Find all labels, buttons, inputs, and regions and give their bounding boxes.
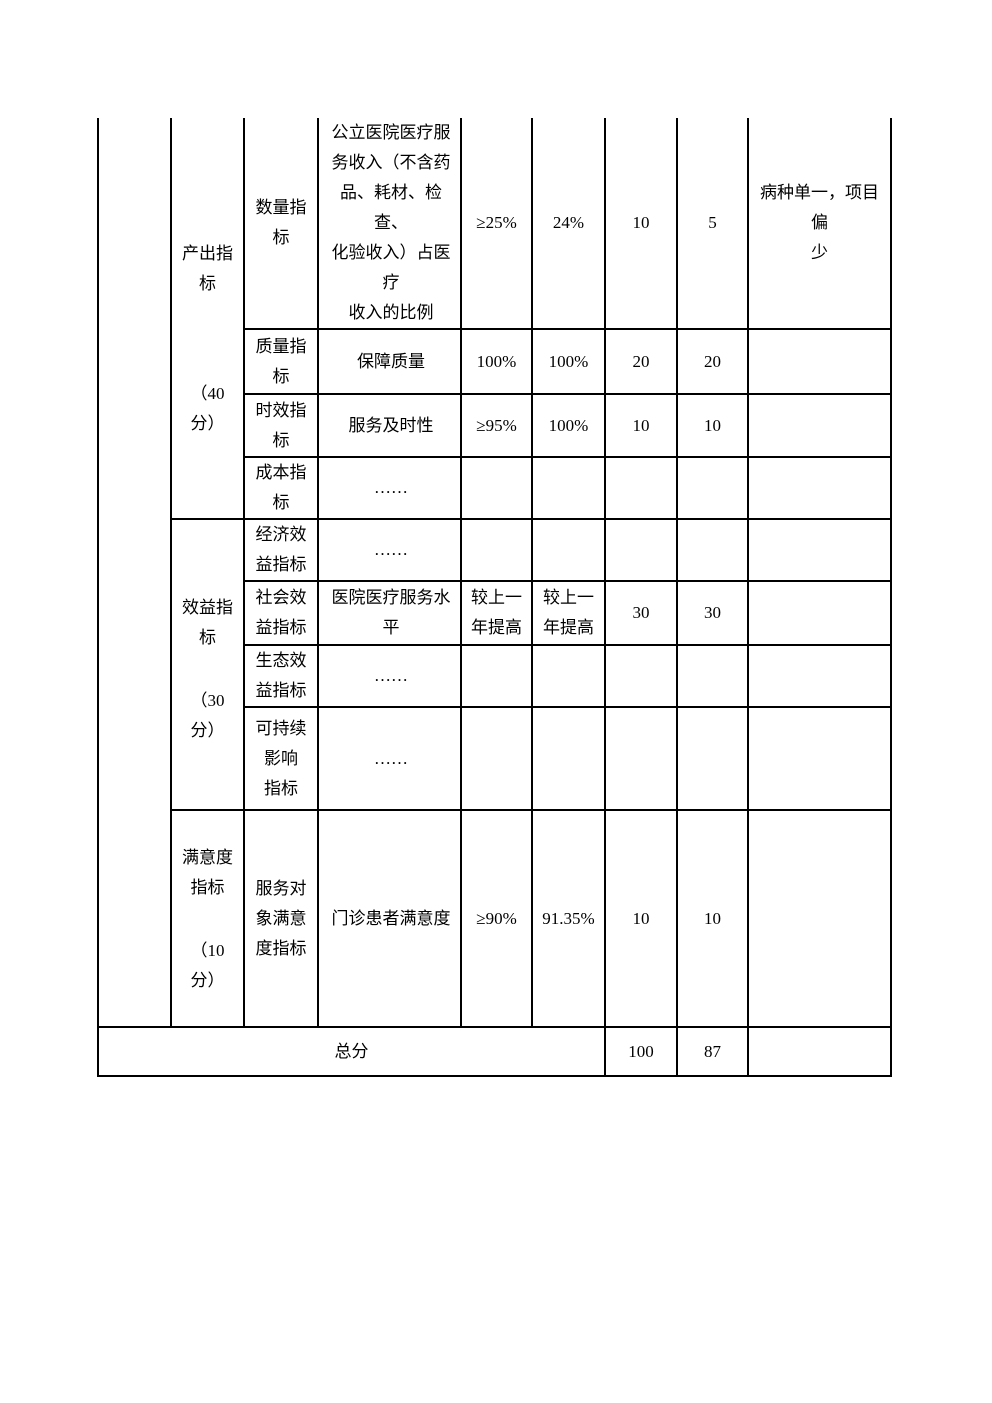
score-ecological-benefit bbox=[676, 644, 749, 708]
actual-value-social-benefit: 较上一 年提高 bbox=[531, 580, 606, 646]
category-label-output: 产出指 标 bbox=[182, 244, 233, 293]
score-quality: 20 bbox=[676, 328, 749, 395]
indicator-text-quantity: 公立医院医疗服 务收入（不含药 品、耗材、检查、 化验收入）占医疗 收入的比例 bbox=[317, 118, 462, 330]
note-ecological-benefit bbox=[747, 644, 892, 708]
indicator-text-cost: …… bbox=[317, 456, 462, 520]
row-ecological-benefit: 生态效 益指标 …… bbox=[98, 644, 892, 708]
target-value-satisfaction: ≥90% bbox=[460, 809, 533, 1028]
actual-value-cost bbox=[531, 456, 606, 520]
sub-indicator-satisfaction: 服务对 象满意 度指标 bbox=[243, 809, 319, 1028]
target-value-sustainable-impact bbox=[460, 706, 533, 811]
total-weight-cell: 100 bbox=[604, 1026, 678, 1077]
indicator-text-satisfaction: 门诊患者满意度 bbox=[317, 809, 462, 1028]
sub-indicator-quantity: 数量指 标 bbox=[243, 118, 319, 330]
note-quantity: 病种单一，项目偏 少 bbox=[747, 118, 892, 330]
indicator-text-sustainable-impact: …… bbox=[317, 706, 462, 811]
actual-value-quality: 100% bbox=[531, 328, 606, 395]
indicator-text-quality: 保障质量 bbox=[317, 328, 462, 395]
category-label-benefit: 效益指 标 bbox=[182, 597, 233, 647]
sub-indicator-timeliness: 时效指 标 bbox=[243, 393, 319, 458]
note-cost bbox=[747, 456, 892, 520]
total-label-cell: 总分 bbox=[97, 1026, 606, 1077]
note-economic-benefit bbox=[747, 518, 892, 582]
target-value-ecological-benefit bbox=[460, 644, 533, 708]
note-quality bbox=[747, 328, 892, 395]
row-cost-indicator: 成本指 标 …… bbox=[98, 456, 892, 520]
total-score-cell: 87 bbox=[676, 1026, 749, 1077]
actual-value-economic-benefit bbox=[531, 518, 606, 582]
note-sustainable-impact bbox=[747, 706, 892, 811]
actual-value-sustainable-impact bbox=[531, 706, 606, 811]
weight-quantity: 10 bbox=[604, 118, 678, 330]
score-cost bbox=[676, 456, 749, 520]
target-value-quality: 100% bbox=[460, 328, 533, 395]
sub-indicator-sustainable-impact: 可持续 影响 指标 bbox=[243, 706, 319, 811]
weight-ecological-benefit bbox=[604, 644, 678, 708]
sub-indicator-social-benefit: 社会效 益指标 bbox=[243, 580, 319, 646]
row-economic-benefit: 效益指 标 （30 分） 经济效 益指标 …… bbox=[98, 518, 892, 811]
row-quantity-indicator: 产出指 标 （40 分） 数量指 标 公立医院医疗服 务收入（不含药 品、耗材、… bbox=[97, 118, 892, 1028]
indicator-text-timeliness: 服务及时性 bbox=[317, 393, 462, 458]
weight-satisfaction: 10 bbox=[604, 809, 678, 1028]
sub-indicator-cost: 成本指 标 bbox=[243, 456, 319, 520]
target-value-timeliness: ≥95% bbox=[460, 393, 533, 458]
category-cell-output-indicator: 产出指 标 （40 分） bbox=[170, 118, 245, 520]
score-social-benefit: 30 bbox=[676, 580, 749, 646]
score-quantity: 5 bbox=[676, 118, 749, 330]
score-timeliness: 10 bbox=[676, 393, 749, 458]
category-cell-satisfaction-indicator: 满意度 指标 （10 分） bbox=[170, 809, 245, 1028]
actual-value-satisfaction: 91.35% bbox=[531, 809, 606, 1028]
actual-value-ecological-benefit bbox=[531, 644, 606, 708]
weight-social-benefit: 30 bbox=[604, 580, 678, 646]
row-social-benefit: 社会效 益指标 医院医疗服务水 平 较上一 年提高 较上一 年提高 30 30 bbox=[98, 580, 892, 646]
row-timeliness-indicator: 时效指 标 服务及时性 ≥95% 100% 10 10 bbox=[98, 393, 892, 458]
row-quality-indicator: 质量指 标 保障质量 100% 100% 20 20 bbox=[98, 328, 892, 395]
score-economic-benefit bbox=[676, 518, 749, 582]
sub-indicator-quality: 质量指 标 bbox=[243, 328, 319, 395]
weight-economic-benefit bbox=[604, 518, 678, 582]
actual-value-quantity: 24% bbox=[531, 118, 606, 330]
weight-quality: 20 bbox=[604, 328, 678, 395]
sub-indicator-economic-benefit: 经济效 益指标 bbox=[243, 518, 319, 582]
note-satisfaction bbox=[747, 809, 892, 1028]
indicator-text-ecological-benefit: …… bbox=[317, 644, 462, 708]
performance-indicator-table: 产出指 标 （40 分） 数量指 标 公立医院医疗服 务收入（不含药 品、耗材、… bbox=[97, 118, 892, 1077]
category-score-output: （40 分） bbox=[190, 384, 225, 433]
weight-cost bbox=[604, 456, 678, 520]
target-value-quantity: ≥25% bbox=[460, 118, 533, 330]
weight-timeliness: 10 bbox=[604, 393, 678, 458]
indicator-text-social-benefit: 医院医疗服务水 平 bbox=[317, 580, 462, 646]
note-timeliness bbox=[747, 393, 892, 458]
note-social-benefit bbox=[747, 580, 892, 646]
category-label-satisfaction: 满意度 指标 bbox=[182, 848, 233, 897]
indicator-text-economic-benefit: …… bbox=[317, 518, 462, 582]
category-cell-benefit-indicator: 效益指 标 （30 分） bbox=[170, 518, 245, 811]
row-total: 总分 100 87 bbox=[97, 1026, 892, 1077]
row-sustainable-impact: 可持续 影响 指标 …… bbox=[98, 706, 892, 811]
total-note-cell bbox=[747, 1026, 892, 1077]
category-score-benefit: （30 分） bbox=[190, 690, 225, 740]
weight-sustainable-impact bbox=[604, 706, 678, 811]
score-satisfaction: 10 bbox=[676, 809, 749, 1028]
left-spacer-cell bbox=[97, 118, 172, 1028]
target-value-social-benefit: 较上一 年提高 bbox=[460, 580, 533, 646]
sub-indicator-ecological-benefit: 生态效 益指标 bbox=[243, 644, 319, 708]
actual-value-timeliness: 100% bbox=[531, 393, 606, 458]
score-sustainable-impact bbox=[676, 706, 749, 811]
target-value-cost bbox=[460, 456, 533, 520]
category-score-satisfaction: （10 分） bbox=[190, 941, 225, 990]
row-satisfaction: 满意度 指标 （10 分） 服务对 象满意 度指标 门诊患者满意度 ≥90% 9… bbox=[98, 809, 892, 1028]
target-value-economic-benefit bbox=[460, 518, 533, 582]
